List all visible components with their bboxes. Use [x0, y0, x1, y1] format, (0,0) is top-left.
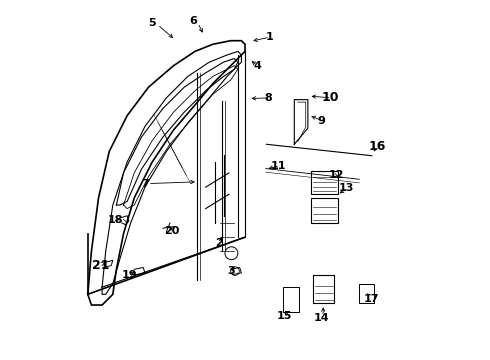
FancyBboxPatch shape: [311, 171, 338, 194]
Text: 7: 7: [141, 179, 149, 189]
FancyBboxPatch shape: [311, 198, 338, 223]
Text: 19: 19: [122, 270, 138, 280]
Text: 16: 16: [368, 140, 386, 153]
Polygon shape: [294, 100, 308, 144]
Text: 9: 9: [318, 116, 326, 126]
Text: 14: 14: [314, 312, 330, 323]
Text: 8: 8: [264, 93, 272, 103]
Text: 3: 3: [228, 266, 235, 276]
FancyBboxPatch shape: [359, 284, 373, 303]
Text: 18: 18: [108, 215, 123, 225]
Text: 2: 2: [216, 238, 223, 248]
Text: 21: 21: [92, 258, 109, 271]
FancyBboxPatch shape: [313, 275, 334, 303]
FancyBboxPatch shape: [283, 287, 298, 312]
Text: 17: 17: [364, 294, 380, 303]
Text: 5: 5: [148, 18, 156, 28]
Text: 13: 13: [339, 183, 354, 193]
Text: 6: 6: [189, 16, 197, 26]
Text: 15: 15: [277, 311, 292, 321]
Text: 1: 1: [266, 32, 274, 42]
Text: 20: 20: [164, 226, 179, 236]
Text: 10: 10: [322, 91, 340, 104]
Text: 11: 11: [271, 161, 287, 171]
Text: 4: 4: [253, 61, 262, 71]
Text: 12: 12: [328, 170, 344, 180]
